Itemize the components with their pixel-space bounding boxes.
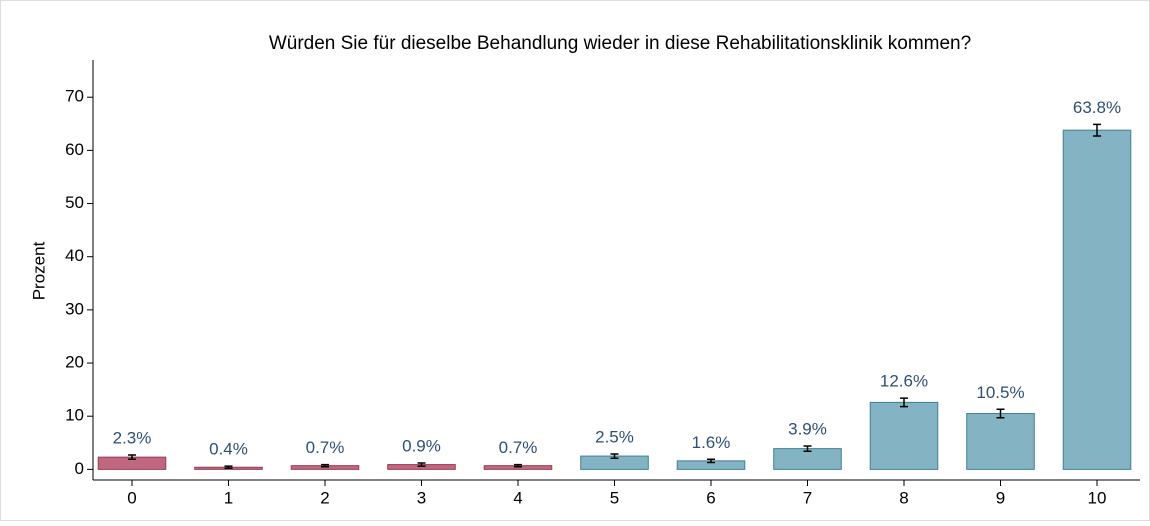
y-tick-label: 0 <box>75 459 84 478</box>
value-label: 12.6% <box>880 372 928 391</box>
bar <box>1062 129 1132 470</box>
x-tick-label: 6 <box>706 488 715 507</box>
x-tick-label: 4 <box>513 488 522 507</box>
error-bar <box>514 463 522 468</box>
error-bar <box>610 453 619 459</box>
y-tick-label: 40 <box>65 246 84 265</box>
error-bar <box>707 458 715 464</box>
value-label: 63.8% <box>1073 98 1121 117</box>
y-tick-label: 10 <box>65 406 84 425</box>
x-tick-label: 8 <box>899 488 908 507</box>
x-tick-label: 5 <box>610 488 619 507</box>
x-tick-label: 9 <box>996 488 1005 507</box>
value-label: 10.5% <box>976 383 1024 402</box>
value-label: 1.6% <box>692 433 731 452</box>
value-label: 2.5% <box>595 427 634 446</box>
error-bar <box>321 463 329 468</box>
error-bar <box>803 445 812 453</box>
y-axis-label: Prozent <box>29 241 48 300</box>
x-tick-label: 10 <box>1088 488 1107 507</box>
y-tick-label: 60 <box>65 140 84 159</box>
x-tick-label: 1 <box>224 488 233 507</box>
x-tick-label: 0 <box>127 488 136 507</box>
chart-title: Würden Sie für dieselbe Behandlung wiede… <box>269 33 971 54</box>
value-label: 0.7% <box>499 438 538 457</box>
error-bar <box>1093 123 1101 137</box>
error-bar <box>224 465 233 470</box>
value-label: 0.9% <box>402 436 441 455</box>
error-bar <box>996 408 1005 419</box>
bar <box>966 413 1035 470</box>
error-bar <box>417 462 426 467</box>
y-tick-label: 70 <box>65 87 84 106</box>
y-tick-label: 30 <box>65 299 84 318</box>
y-tick-label: 50 <box>65 193 84 212</box>
value-label: 3.9% <box>788 419 827 438</box>
value-label: 2.3% <box>113 428 152 447</box>
bar <box>869 401 939 470</box>
x-tick-label: 2 <box>320 488 329 507</box>
error-bar <box>128 454 136 461</box>
error-bar <box>900 397 908 408</box>
x-tick-label: 3 <box>417 488 426 507</box>
value-label: 0.4% <box>209 440 248 459</box>
y-tick-label: 20 <box>65 353 84 372</box>
x-tick-label: 7 <box>803 488 812 507</box>
value-label: 0.7% <box>306 438 345 457</box>
